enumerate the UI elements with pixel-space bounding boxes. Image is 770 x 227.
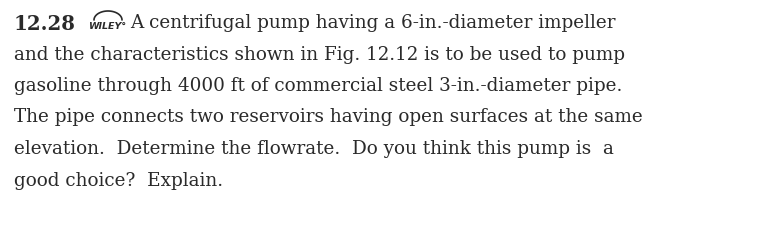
Text: The pipe connects two reservoirs having open surfaces at the same: The pipe connects two reservoirs having … [14, 108, 643, 126]
Text: good choice?  Explain.: good choice? Explain. [14, 171, 223, 189]
Text: 12.28: 12.28 [14, 14, 76, 34]
Text: gasoline through 4000 ft of commercial steel 3-in.-diameter pipe.: gasoline through 4000 ft of commercial s… [14, 77, 622, 95]
Text: WILEY°: WILEY° [89, 22, 127, 31]
Text: elevation.  Determine the flowrate.  Do you think this pump is  a: elevation. Determine the flowrate. Do yo… [14, 139, 614, 157]
Text: and the characteristics shown in Fig. 12.12 is to be used to pump: and the characteristics shown in Fig. 12… [14, 45, 625, 63]
Text: A centrifugal pump having a 6-in.-diameter impeller: A centrifugal pump having a 6-in.-diamet… [130, 14, 615, 32]
